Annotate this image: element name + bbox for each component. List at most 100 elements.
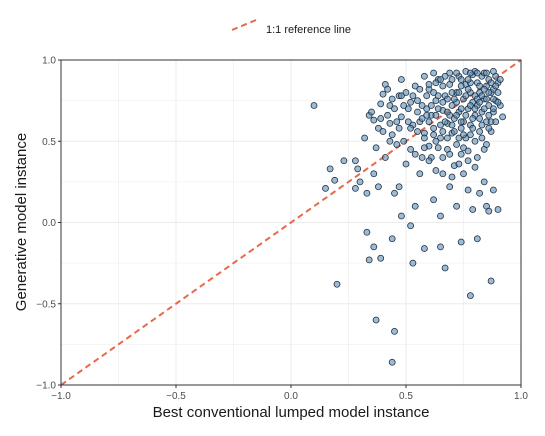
- data-point: [368, 108, 375, 116]
- data-point: [430, 131, 438, 139]
- data-point: [473, 235, 481, 243]
- data-point: [356, 178, 364, 186]
- data-point: [489, 67, 497, 75]
- data-point: [453, 111, 461, 119]
- data-point: [446, 69, 454, 77]
- data-point: [388, 358, 396, 366]
- data-point: [492, 82, 500, 90]
- data-point: [374, 183, 382, 191]
- data-point: [425, 157, 433, 165]
- data-point: [462, 92, 470, 100]
- y-tick-label: 0.0: [42, 218, 56, 229]
- data-point: [448, 89, 456, 96]
- data-point: [397, 113, 405, 121]
- data-point: [386, 137, 394, 145]
- data-point: [464, 157, 472, 165]
- data-point: [457, 105, 465, 113]
- data-point: [423, 111, 431, 119]
- data-point: [363, 228, 371, 236]
- data-point: [464, 85, 472, 93]
- data-point: [354, 165, 362, 173]
- legend: 1:1 reference line: [231, 19, 351, 36]
- data-point: [310, 102, 318, 109]
- data-point: [469, 124, 477, 132]
- data-point: [473, 154, 481, 161]
- data-point: [450, 95, 458, 103]
- data-point: [460, 170, 467, 178]
- data-point: [457, 82, 465, 90]
- data-point: [453, 202, 461, 210]
- data-point: [393, 141, 401, 148]
- data-point: [455, 134, 463, 142]
- data-point: [478, 121, 486, 129]
- data-point: [478, 92, 486, 100]
- data-point: [425, 118, 433, 126]
- data-point: [471, 137, 479, 145]
- data-point: [439, 98, 447, 106]
- data-point: [388, 95, 396, 103]
- data-point: [469, 206, 477, 213]
- data-point: [485, 207, 493, 215]
- data-point: [402, 160, 410, 168]
- data-point: [370, 170, 378, 178]
- data-point: [483, 141, 490, 148]
- data-point: [407, 124, 415, 132]
- data-point: [487, 79, 495, 87]
- data-point: [443, 134, 451, 142]
- data-point: [400, 102, 408, 109]
- reference-line: [60, 59, 522, 386]
- data-point: [443, 108, 451, 116]
- data-point: [450, 128, 458, 135]
- data-point: [439, 128, 447, 135]
- data-point: [485, 102, 493, 109]
- data-point: [485, 111, 493, 119]
- data-point: [453, 141, 461, 148]
- data-point: [414, 97, 421, 105]
- data-point: [411, 202, 419, 210]
- data-point: [439, 170, 447, 178]
- data-point: [432, 137, 440, 145]
- data-point: [455, 160, 463, 168]
- y-tick-label: −1.0: [36, 381, 56, 392]
- data-point: [487, 277, 495, 285]
- data-point: [430, 196, 438, 204]
- data-point: [379, 128, 387, 135]
- data-point: [448, 102, 456, 109]
- data-point: [351, 184, 359, 192]
- data-point: [476, 189, 484, 197]
- data-point: [437, 121, 444, 129]
- x-tick-label: 1.0: [514, 391, 528, 402]
- y-tick-label: 1.0: [42, 56, 56, 67]
- data-point: [439, 154, 447, 161]
- data-point: [483, 95, 490, 103]
- data-point: [418, 102, 426, 109]
- data-point: [476, 82, 484, 90]
- data-point: [494, 98, 502, 106]
- data-point: [476, 98, 484, 106]
- data-point: [430, 69, 438, 77]
- data-point: [469, 115, 477, 122]
- legend-reference-line-label: 1:1 reference line: [266, 24, 351, 36]
- data-point: [411, 150, 419, 158]
- data-point: [420, 72, 428, 80]
- data-point: [409, 259, 417, 267]
- data-point: [464, 186, 472, 194]
- data-point: [499, 113, 507, 121]
- data-point: [485, 124, 493, 132]
- data-point: [430, 124, 438, 132]
- data-point: [423, 105, 431, 113]
- data-point: [409, 92, 417, 100]
- data-point: [395, 183, 403, 191]
- data-point: [466, 292, 474, 300]
- data-point: [441, 264, 449, 272]
- data-point: [460, 144, 467, 152]
- data-point: [441, 72, 449, 80]
- data-point: [400, 137, 408, 145]
- data-point: [377, 115, 385, 122]
- data-point: [391, 189, 398, 197]
- data-point: [407, 222, 415, 230]
- data-point: [437, 76, 444, 83]
- data-point: [432, 111, 440, 119]
- data-point: [361, 134, 369, 142]
- data-point: [492, 118, 500, 126]
